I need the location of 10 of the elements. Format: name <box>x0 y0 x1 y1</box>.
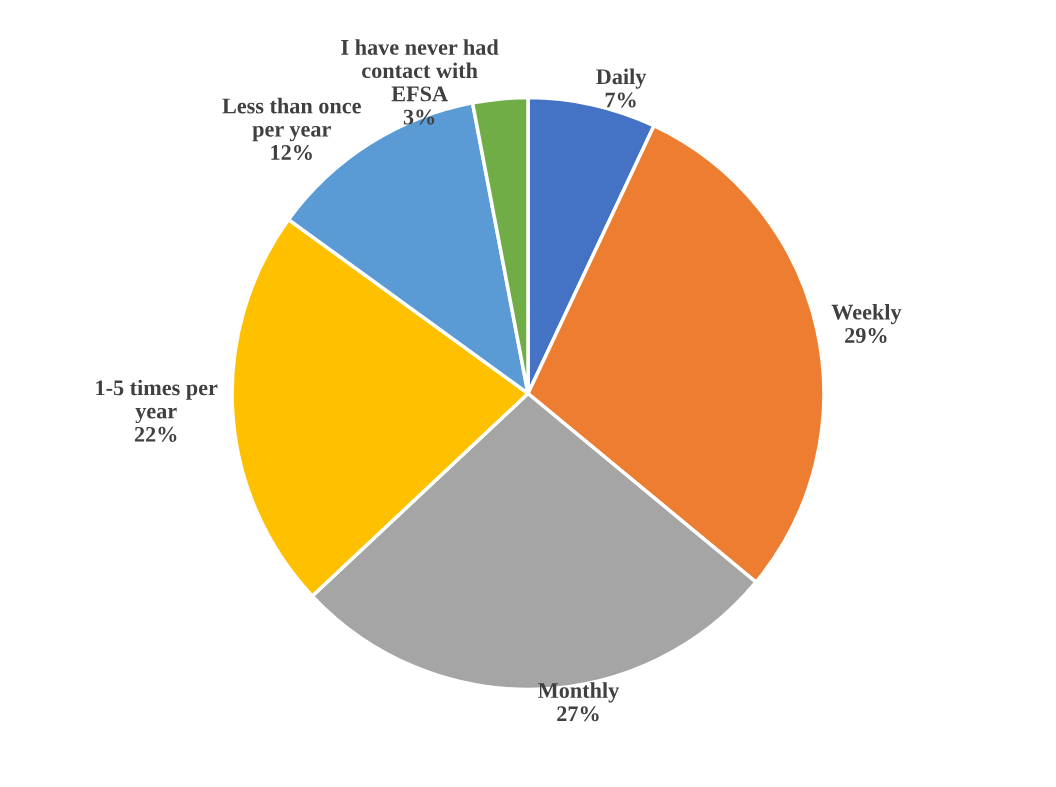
data-label: 22% <box>134 426 177 442</box>
data-label: 27% <box>557 706 599 722</box>
slice-label: Daily <box>596 68 647 89</box>
data-label: 3% <box>403 109 435 125</box>
data-label: 12% <box>271 144 312 161</box>
data-label: 7% <box>605 92 636 108</box>
slice-label: Monthly <box>538 682 620 703</box>
slice-label: Weekly <box>831 304 902 325</box>
data-label: 29% <box>845 327 887 344</box>
slice-label: 1-5 times per year <box>96 379 218 424</box>
